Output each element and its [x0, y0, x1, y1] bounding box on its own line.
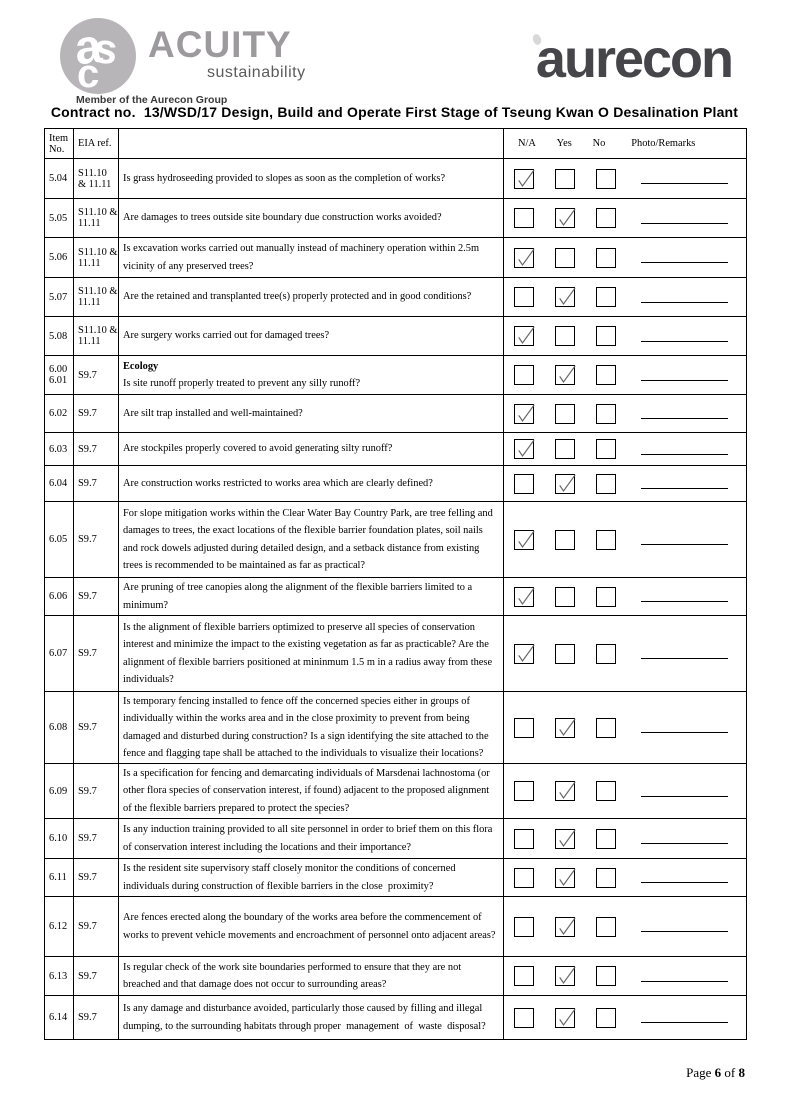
svg-text:c: c: [77, 52, 99, 94]
